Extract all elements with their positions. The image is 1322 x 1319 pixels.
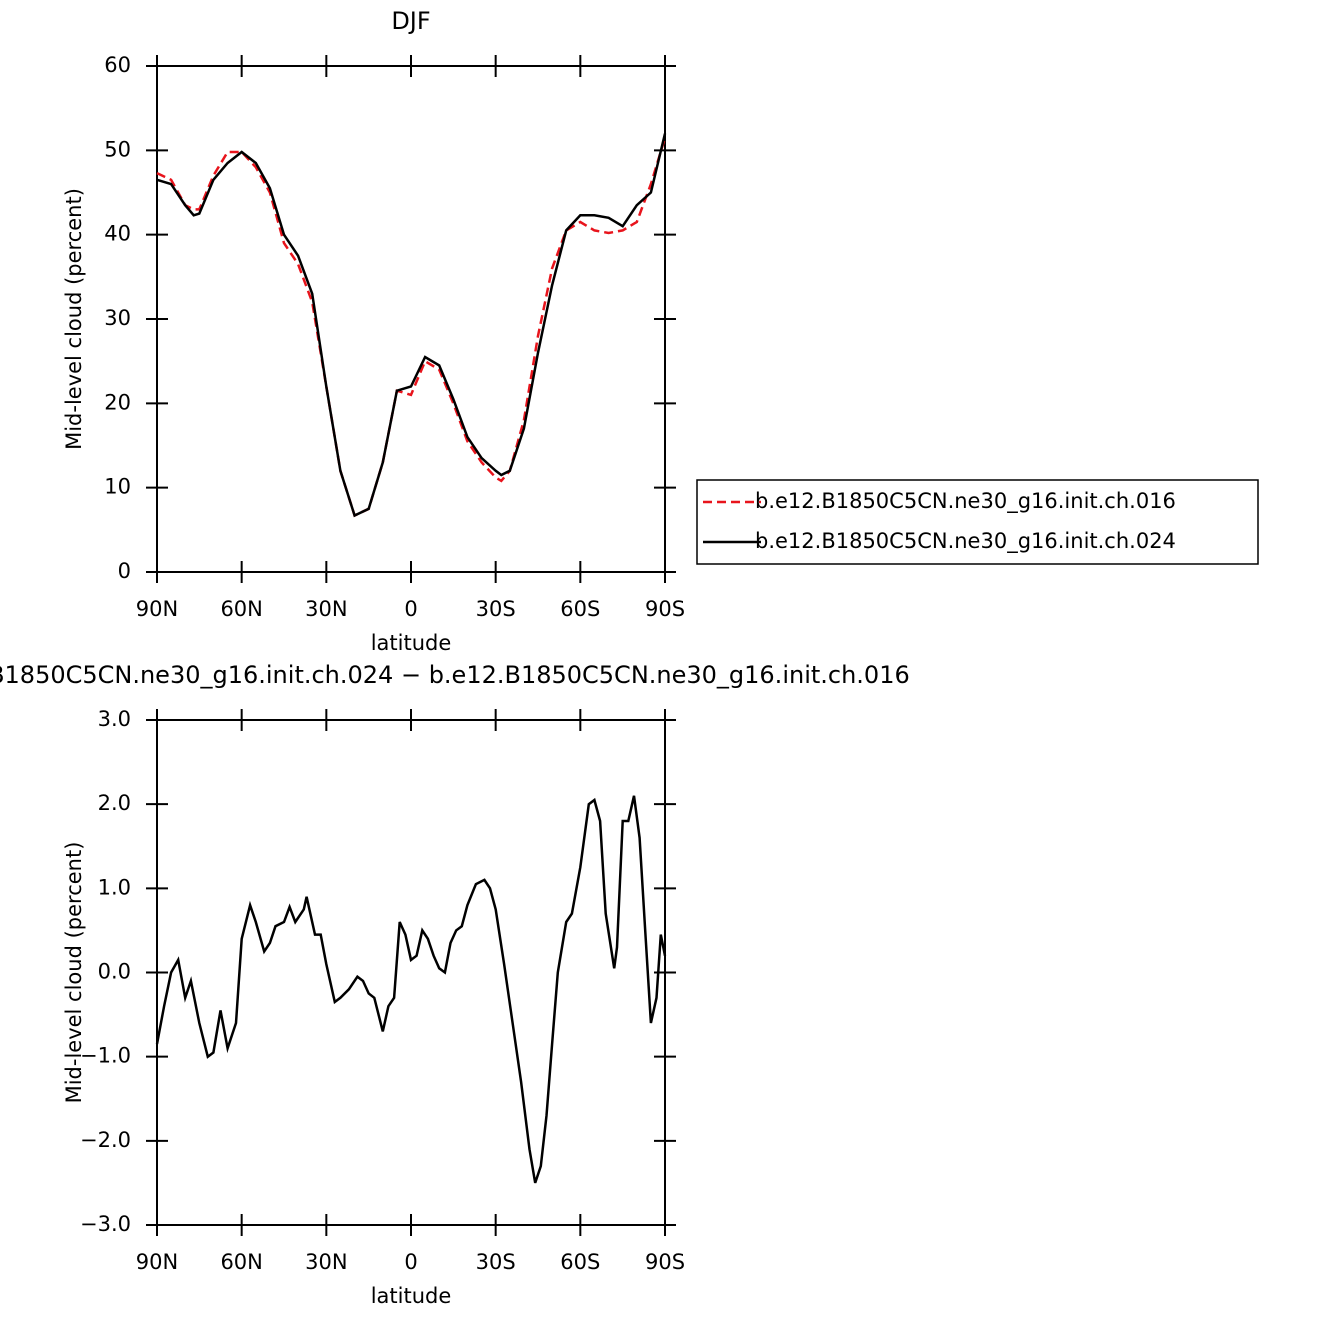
y-tick-label: 0.0: [98, 960, 131, 984]
y-tick-label: 0: [118, 559, 131, 583]
x-tick-label: 60S: [560, 1250, 600, 1274]
x-tick-label: 60N: [220, 1250, 262, 1274]
x-tick-label: 0: [404, 1250, 417, 1274]
legend-label: b.e12.B1850C5CN.ne30_g16.init.ch.024: [755, 529, 1176, 554]
y-tick-label: 40: [104, 222, 131, 246]
x-tick-label: 90N: [136, 597, 178, 621]
x-tick-label: 90S: [645, 597, 685, 621]
x-tick-label: 30N: [305, 597, 347, 621]
x-tick-label: 90S: [645, 1250, 685, 1274]
x-tick-label: 30S: [476, 597, 516, 621]
y-axis-label: Mid-level cloud (percent): [62, 842, 86, 1104]
x-tick-label: 30S: [476, 1250, 516, 1274]
y-tick-label: −2.0: [80, 1128, 131, 1152]
plot-frame: [156, 65, 666, 573]
legend-label: b.e12.B1850C5CN.ne30_g16.init.ch.016: [755, 489, 1176, 514]
x-tick-label: 0: [404, 597, 417, 621]
data-line: [156, 133, 667, 518]
y-tick-label: 50: [104, 137, 131, 161]
y-tick-label: 10: [104, 475, 131, 499]
y-tick-label: 20: [104, 390, 131, 414]
y-tick-label: 60: [104, 53, 131, 77]
x-tick-label: 60S: [560, 597, 600, 621]
x-axis-label: latitude: [371, 1284, 452, 1308]
x-tick-label: 30N: [305, 1250, 347, 1274]
x-axis-label: latitude: [371, 631, 452, 655]
y-tick-label: 2.0: [98, 791, 131, 815]
x-tick-label: 90N: [136, 1250, 178, 1274]
x-tick-label: 60N: [220, 597, 262, 621]
y-tick-label: 1.0: [98, 875, 131, 899]
y-tick-label: 3.0: [98, 707, 131, 731]
y-axis-label: Mid-level cloud (percent): [62, 188, 86, 450]
legend-box: [696, 479, 1259, 565]
data-line: [155, 795, 667, 1184]
data-line: [156, 137, 667, 518]
y-tick-label: −3.0: [80, 1212, 131, 1236]
chart-title: DJF: [391, 7, 430, 35]
chart-title: b.e12.B1850C5CN.ne30_g16.init.ch.024 − b…: [0, 661, 910, 689]
y-tick-label: 30: [104, 306, 131, 330]
plot-frame: [156, 719, 666, 1226]
y-tick-label: −1.0: [80, 1044, 131, 1068]
